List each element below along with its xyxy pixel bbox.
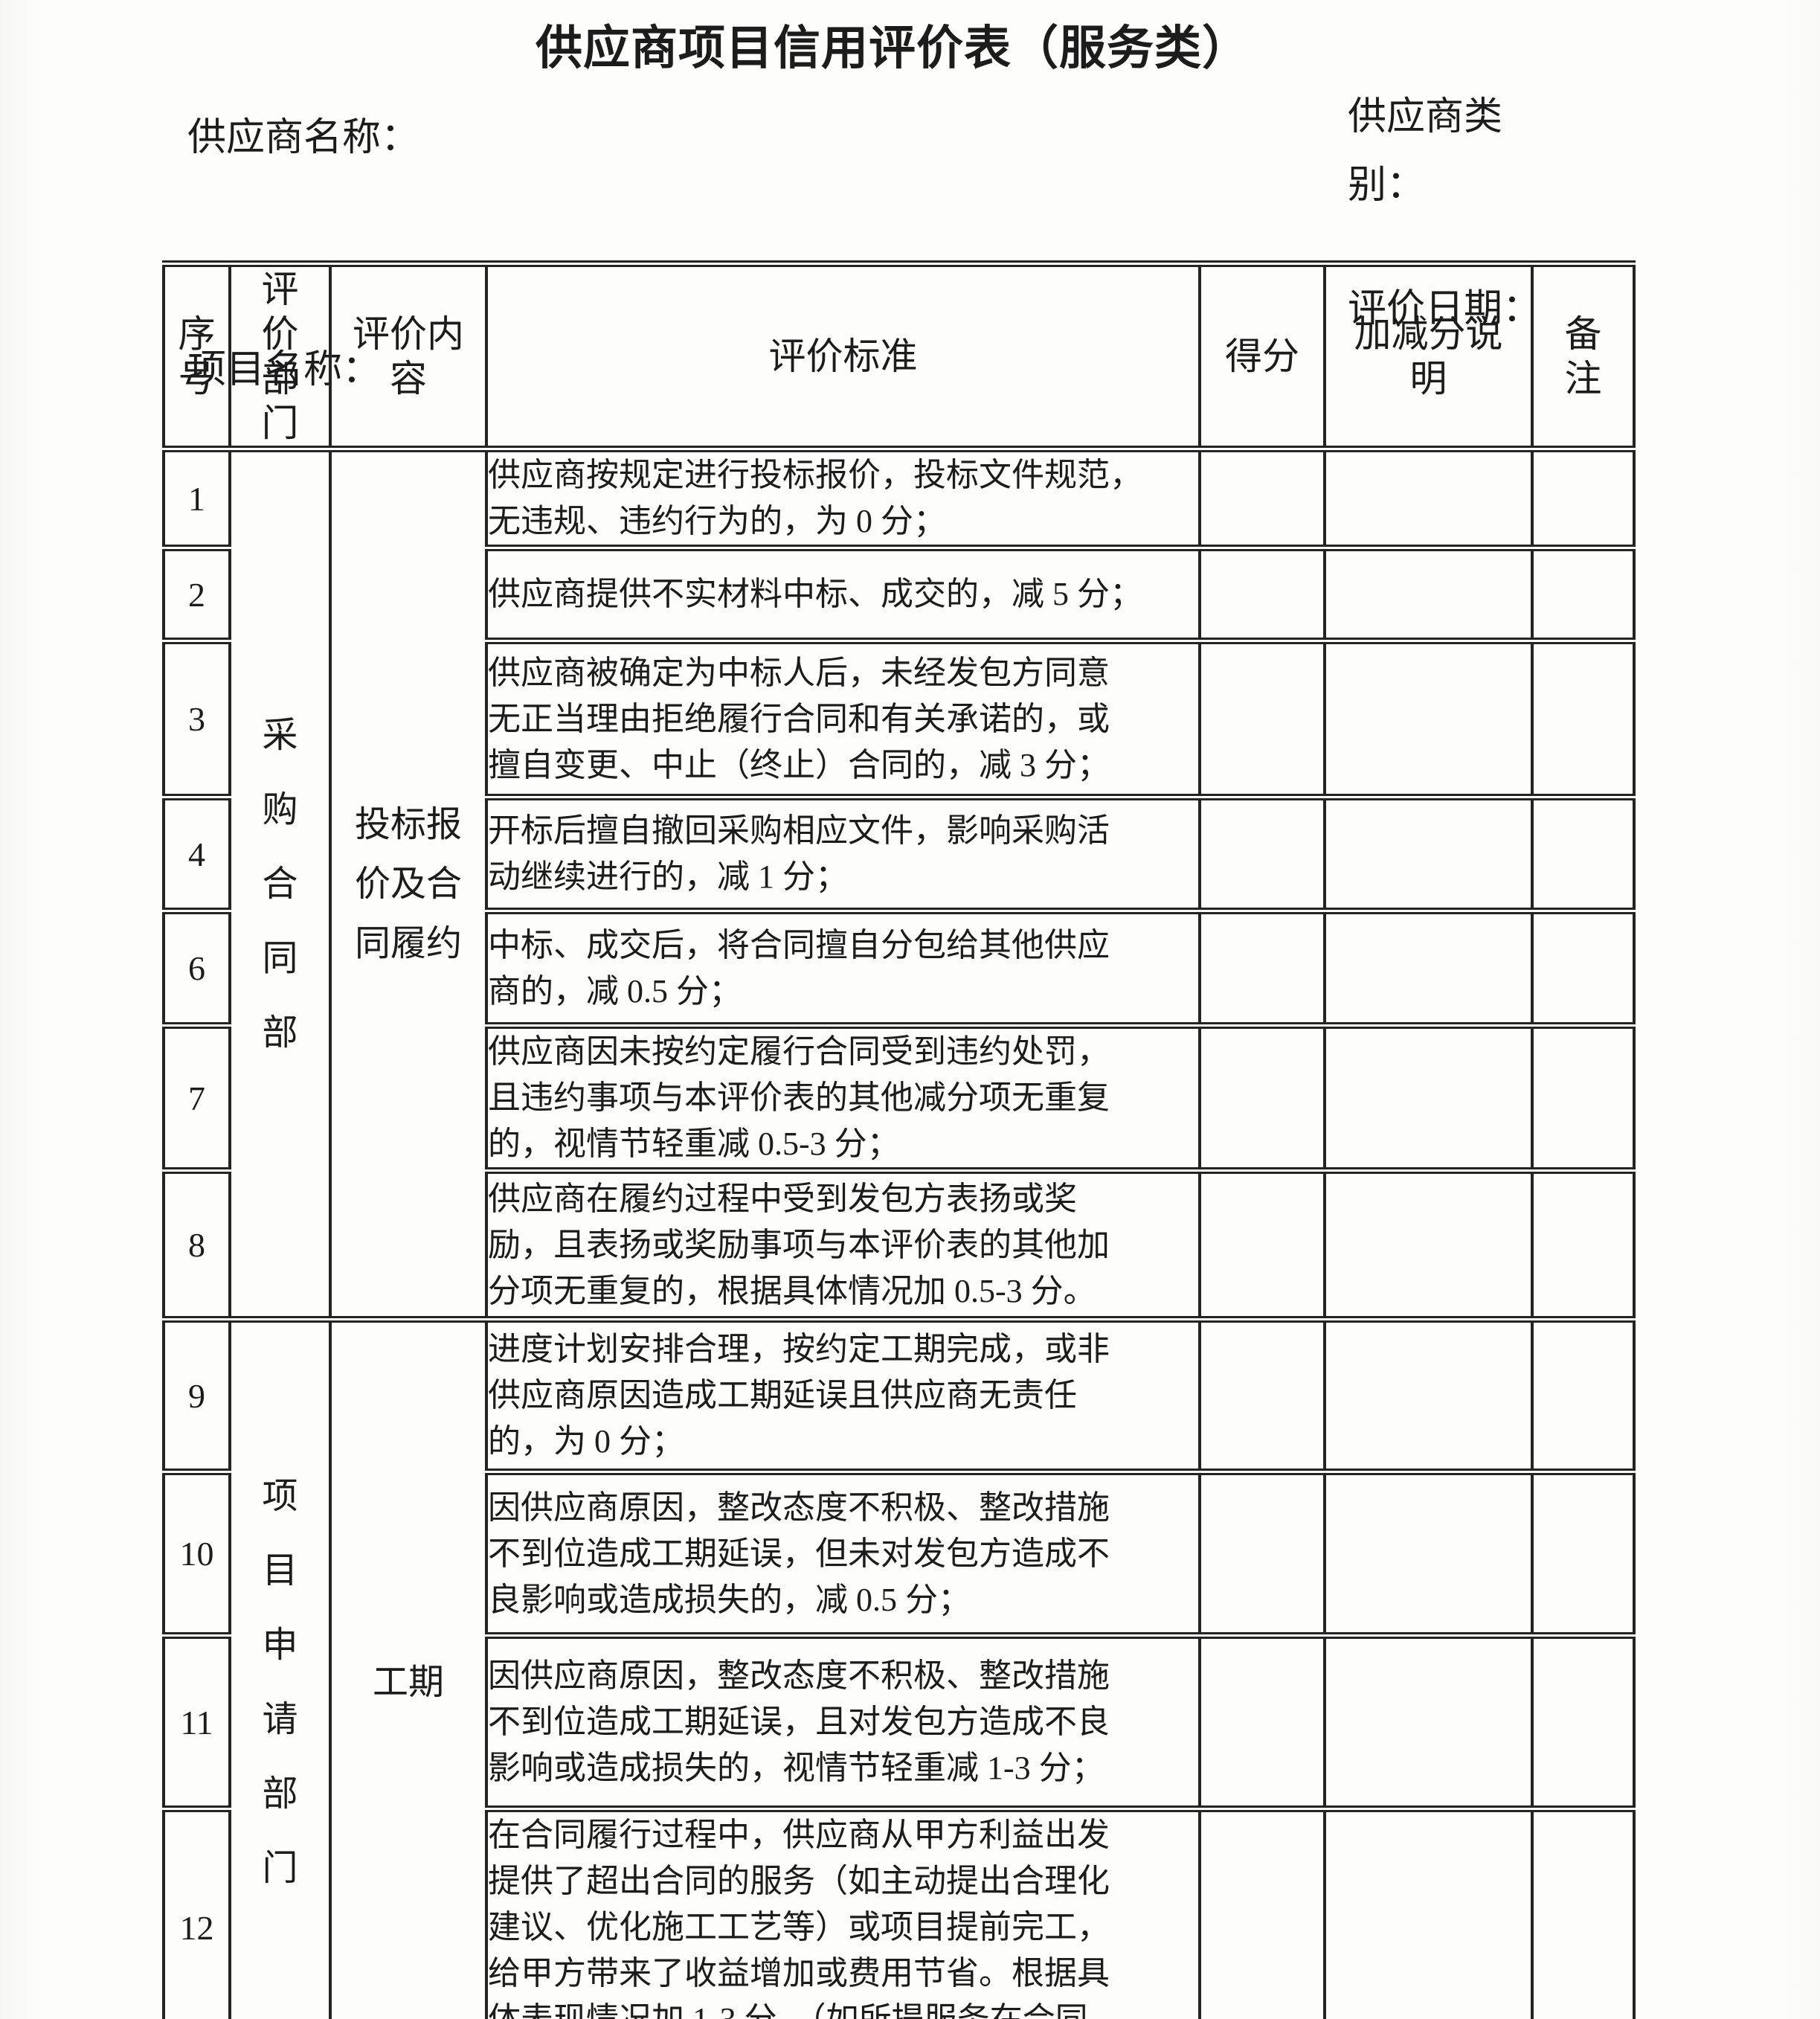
deduction-note-cell xyxy=(1323,1022,1534,1174)
table-row: 6 中标、成交后，将合同擅自分包给其他供应 商的，减 0.5 分； xyxy=(162,908,1636,1029)
table-row: 8 供应商在履约过程中受到发包方表扬或奖 励，且表扬或奖励事项与本评价表的其他加… xyxy=(162,1167,1636,1323)
deduction-note-cell xyxy=(1323,908,1534,1029)
department-cell: 项 目 申 请 部 门 xyxy=(228,1316,332,2019)
remark-cell xyxy=(1531,1468,1636,1639)
row-no: 7 xyxy=(162,1022,231,1174)
score-cell xyxy=(1198,638,1326,800)
content-cell: 投标报 价及合 同履约 xyxy=(329,446,488,1323)
table-row: 12 在合同履行过程中，供应商从甲方利益出发 提供了超出合同的服务（如主动提出合… xyxy=(162,1805,1636,2019)
row-no: 1 xyxy=(162,446,231,551)
table-row: 3 供应商被确定为中标人后，未经发包方同意 无正当理由拒绝履行合同和有关承诺的，… xyxy=(162,638,1636,800)
remark-cell xyxy=(1531,1167,1636,1323)
col-header-remark: 备 注 xyxy=(1531,260,1636,452)
score-cell xyxy=(1198,1316,1326,1475)
deduction-note-cell xyxy=(1323,446,1534,551)
criteria-cell: 在合同履行过程中，供应商从甲方利益出发 提供了超出合同的服务（如主动提出合理化 … xyxy=(485,1805,1201,2019)
remark-cell xyxy=(1531,1316,1636,1475)
criteria-cell: 供应商按规定进行投标报价，投标文件规范， 无违规、违约行为的，为 0 分； xyxy=(485,446,1201,551)
page-title: 供应商项目信用评价表（服务类） xyxy=(536,22,1250,74)
row-no: 12 xyxy=(162,1805,231,2019)
score-cell xyxy=(1198,908,1326,1029)
remark-cell xyxy=(1531,1805,1636,2019)
deduction-note-cell xyxy=(1323,1468,1534,1639)
content-cell: 工期 xyxy=(329,1316,488,2019)
table-row: 10 因供应商原因，整改态度不积极、整改措施 不到位造成工期延误，但未对发包方造… xyxy=(162,1468,1636,1639)
score-cell xyxy=(1198,1468,1326,1639)
criteria-cell: 供应商在履约过程中受到发包方表扬或奖 励，且表扬或奖励事项与本评价表的其他加 分… xyxy=(485,1167,1201,1323)
row-no: 4 xyxy=(162,794,231,914)
remark-cell xyxy=(1531,446,1636,551)
criteria-cell: 开标后擅自撤回采购相应文件，影响采购活 动继续进行的，减 1 分； xyxy=(485,794,1201,914)
evaluation-table: 序 号 评 价 部 门 评价内 容 评价标准 得分 加减分说 明 备 注 1 采… xyxy=(162,260,1636,2019)
remark-cell xyxy=(1531,638,1636,800)
remark-cell xyxy=(1531,908,1636,1029)
score-cell xyxy=(1198,1167,1326,1323)
row-no: 6 xyxy=(162,908,231,1029)
col-header-eval-department: 评 价 部 门 xyxy=(228,260,332,452)
table-row: 4 开标后擅自撤回采购相应文件，影响采购活 动继续进行的，减 1 分； xyxy=(162,794,1636,914)
table-header-row: 序 号 评 价 部 门 评价内 容 评价标准 得分 加减分说 明 备 注 xyxy=(162,260,1636,452)
table-row: 7 供应商因未按约定履行合同受到违约处罚， 且违约事项与本评价表的其他减分项无重… xyxy=(162,1022,1636,1174)
deduction-note-cell xyxy=(1323,1316,1534,1475)
remark-cell xyxy=(1531,1632,1636,1812)
criteria-cell: 进度计划安排合理，按约定工期完成，或非 供应商原因造成工期延误且供应商无责任 的… xyxy=(485,1316,1201,1475)
supplier-category-label: 供应商类 别： xyxy=(1348,96,1503,207)
table-row: 2 供应商提供不实材料中标、成交的，减 5 分； xyxy=(162,545,1636,644)
score-cell xyxy=(1198,1632,1326,1812)
col-header-score: 得分 xyxy=(1198,260,1326,452)
row-no: 2 xyxy=(162,545,231,644)
criteria-cell: 中标、成交后，将合同擅自分包给其他供应 商的，减 0.5 分； xyxy=(485,908,1201,1029)
criteria-cell: 因供应商原因，整改态度不积极、整改措施 不到位造成工期延误，且对发包方造成不良 … xyxy=(485,1632,1201,1812)
col-header-deduction-note: 加减分说 明 xyxy=(1323,260,1534,452)
table-row: 9 项 目 申 请 部 门 工期 进度计划安排合理，按约定工期完成，或非 供应商… xyxy=(162,1316,1636,2019)
department-cell: 采 购 合 同 部 xyxy=(228,446,332,1323)
score-cell xyxy=(1198,545,1326,644)
row-no: 11 xyxy=(162,1632,231,1812)
row-no: 9 xyxy=(162,1316,231,1475)
score-cell xyxy=(1198,1805,1326,2019)
deduction-note-cell xyxy=(1323,794,1534,914)
col-header-eval-content: 评价内 容 xyxy=(329,260,488,452)
deduction-note-cell xyxy=(1323,1167,1534,1323)
row-no: 10 xyxy=(162,1468,231,1639)
deduction-note-cell xyxy=(1323,1805,1534,2019)
remark-cell xyxy=(1531,545,1636,644)
table-row: 1 采 购 合 同 部 投标报 价及合 同履约 供应商按规定进行投标报价，投标文… xyxy=(162,446,1636,1323)
table-row: 11 因供应商原因，整改态度不积极、整改措施 不到位造成工期延误，且对发包方造成… xyxy=(162,1632,1636,1812)
deduction-note-cell xyxy=(1323,545,1534,644)
deduction-note-cell xyxy=(1323,638,1534,800)
criteria-cell: 供应商提供不实材料中标、成交的，减 5 分； xyxy=(485,545,1201,644)
deduction-note-cell xyxy=(1323,1632,1534,1812)
score-cell xyxy=(1198,794,1326,914)
remark-cell xyxy=(1531,794,1636,914)
col-header-seq-no: 序 号 xyxy=(162,260,231,452)
criteria-cell: 供应商因未按约定履行合同受到违约处罚， 且违约事项与本评价表的其他减分项无重复 … xyxy=(485,1022,1201,1174)
remark-cell xyxy=(1531,1022,1636,1174)
row-no: 8 xyxy=(162,1167,231,1323)
score-cell xyxy=(1198,446,1326,551)
criteria-cell: 供应商被确定为中标人后，未经发包方同意 无正当理由拒绝履行合同和有关承诺的，或 … xyxy=(485,638,1201,800)
row-no: 3 xyxy=(162,638,231,800)
supplier-name-label: 供应商名称： xyxy=(187,117,420,159)
criteria-cell: 因供应商原因，整改态度不积极、整改措施 不到位造成工期延误，但未对发包方造成不 … xyxy=(485,1468,1201,1639)
col-header-eval-criteria: 评价标准 xyxy=(485,260,1201,452)
score-cell xyxy=(1198,1022,1326,1174)
